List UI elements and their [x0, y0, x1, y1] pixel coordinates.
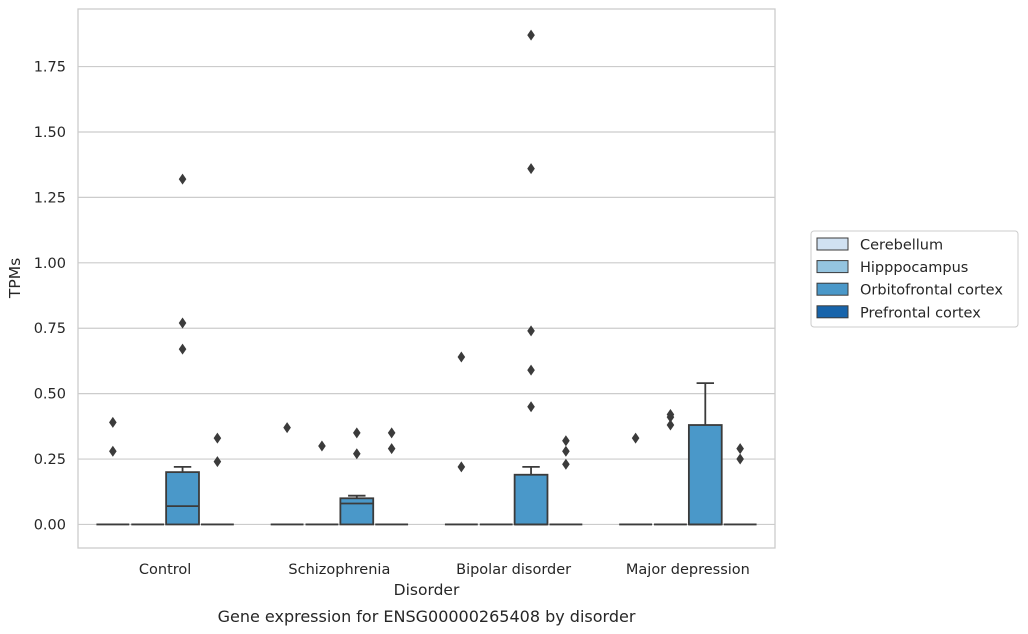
outlier-point — [527, 163, 535, 175]
legend-swatch — [816, 282, 849, 296]
y-tick-label: 1.25 — [34, 190, 66, 206]
box-group — [96, 416, 130, 526]
box-group — [339, 427, 375, 526]
box-group — [444, 351, 478, 526]
outlier-point — [318, 440, 326, 452]
box-body — [687, 424, 723, 526]
box-body — [513, 473, 549, 526]
x-tick-label: Bipolar disorder — [456, 562, 571, 578]
outlier-point — [213, 456, 222, 468]
x-tick-label: Major depression — [626, 562, 750, 578]
outlier-point — [736, 443, 744, 455]
outlier-point — [736, 453, 744, 465]
legend-swatch — [816, 260, 849, 274]
x-tick-label: Schizophrenia — [288, 562, 390, 578]
box-group — [270, 422, 304, 526]
y-tick-label: 0.75 — [34, 321, 66, 337]
outlier-point — [213, 432, 222, 444]
outlier-point — [387, 427, 396, 439]
y-tick-label: 1.75 — [34, 60, 66, 76]
outlier-point — [527, 29, 535, 41]
outlier-point — [353, 427, 361, 439]
y-axis-label: TPMs — [6, 258, 24, 299]
outlier-point — [562, 435, 570, 447]
outlier-point — [527, 364, 535, 376]
box-group — [654, 409, 687, 526]
outlier-point — [387, 443, 396, 455]
outlier-point — [666, 409, 675, 421]
legend-swatch — [816, 305, 849, 319]
x-axis-label: Disorder — [394, 581, 460, 599]
box-body — [339, 497, 375, 526]
y-tick-labels: 0.00 0.25 0.50 0.75 1.00 1.25 1.50 1.75 — [34, 60, 66, 534]
y-tick-label: 1.50 — [34, 125, 66, 141]
box-group — [549, 435, 583, 526]
chart-caption: Gene expression for ENSG00000265408 by d… — [218, 607, 636, 626]
outlier-point — [457, 351, 466, 363]
y-tick-label: 0.50 — [34, 387, 66, 403]
outlier-point — [178, 343, 187, 355]
x-tick-label: Control — [139, 562, 191, 578]
box-group — [513, 29, 549, 526]
box-group — [375, 427, 409, 526]
y-tick-label: 0.25 — [34, 452, 66, 468]
legend-frame — [810, 230, 1019, 328]
legend-label: Hipppocampus — [860, 260, 968, 276]
outlier-point — [109, 416, 117, 428]
outlier-point — [109, 445, 117, 457]
outlier-point — [353, 448, 361, 460]
outlier-point — [562, 458, 570, 470]
legend: Cerebellum Hipppocampus Orbitofrontal cort… — [810, 230, 1019, 328]
outlier-point — [178, 173, 187, 185]
box-group — [723, 443, 757, 526]
outlier-point — [178, 317, 187, 329]
grid-lines — [78, 65, 775, 526]
outlier-point — [631, 432, 640, 444]
outlier-point — [527, 325, 535, 337]
box-group — [165, 173, 200, 526]
box-body — [165, 471, 200, 526]
box-group — [687, 382, 723, 526]
outlier-point — [457, 461, 466, 473]
plot-area-frame — [77, 8, 776, 549]
legend-label: Cerebellum — [860, 238, 943, 254]
legend-swatch — [816, 237, 849, 251]
x-tick-labels: Control Schizophrenia Bipolar disorder Majo… — [139, 562, 750, 578]
outlier-point — [666, 419, 675, 431]
outlier-point — [562, 445, 570, 457]
y-tick-label: 0.00 — [34, 517, 66, 533]
legend-label: Prefrontal cortex — [860, 305, 981, 321]
y-tick-label: 1.00 — [34, 256, 66, 272]
box-group — [200, 432, 234, 526]
box-group — [305, 440, 339, 526]
legend-label: Orbitofrontal cortex — [860, 283, 1003, 299]
boxes — [96, 29, 757, 526]
outlier-point — [527, 401, 535, 413]
box-group — [619, 432, 653, 526]
outlier-point — [283, 422, 291, 434]
